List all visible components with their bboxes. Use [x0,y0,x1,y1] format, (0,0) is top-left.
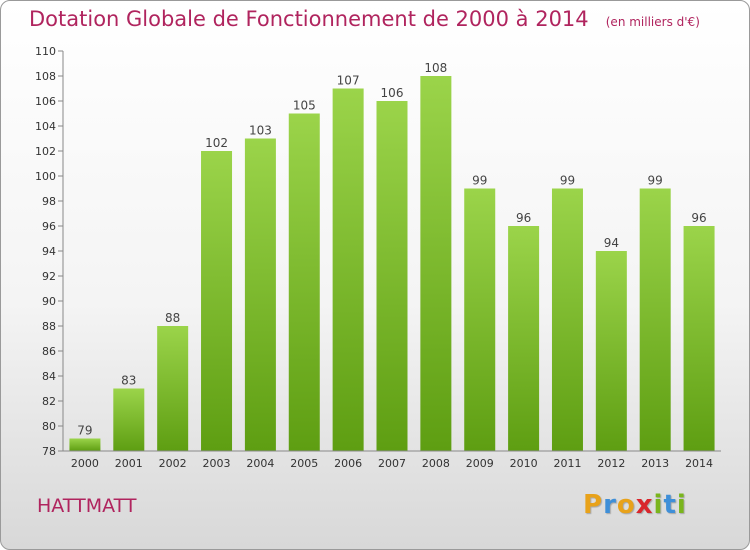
y-tick-label-82: 82 [42,395,56,408]
value-label-2000: 79 [77,424,92,438]
title-row: Dotation Globale de Fonctionnement de 20… [29,7,700,31]
bar-2003 [201,151,233,451]
y-tick-label-104: 104 [35,120,56,133]
bar-2001 [113,388,145,451]
bar-2010 [508,226,540,451]
bar-2004 [244,138,276,451]
x-tick-label-2006: 2006 [334,457,362,470]
x-tick-label-2014: 2014 [685,457,713,470]
axes-layer: 2000 2001 2002 2003 2004 2005 2006 2007 2008 2009… [35,45,721,470]
y-tick-label-98: 98 [42,195,56,208]
value-label-2005: 105 [293,99,316,113]
logo-letter: P [583,490,604,520]
bar-2000 [69,438,101,451]
bar-2007 [376,101,408,451]
x-tick-label-2012: 2012 [597,457,625,470]
logo-letter: i [653,490,664,520]
bar-2013 [639,188,671,451]
x-tick-label-2009: 2009 [466,457,494,470]
unit-note: (en milliers d'€) [605,15,700,29]
bar-2011 [551,188,583,451]
value-label-2001: 83 [121,374,136,388]
chart-title: Dotation Globale de Fonctionnement de 20… [29,7,589,31]
bars-layer: 79 83 88 102 103 105 107 106 108 99 96 99 94 99 96 [69,61,715,451]
y-tick-label-92: 92 [42,270,56,283]
x-tick-label-2013: 2013 [641,457,669,470]
x-tick-label-2008: 2008 [422,457,450,470]
y-tick-label-78: 78 [42,445,56,458]
value-label-2008: 108 [424,61,447,75]
y-tick-label-80: 80 [42,420,56,433]
x-tick-label-2002: 2002 [159,457,187,470]
bar-2009 [464,188,496,451]
x-tick-label-2001: 2001 [115,457,143,470]
value-label-2014: 96 [691,211,706,225]
x-tick-label-2011: 2011 [553,457,581,470]
y-tick-label-102: 102 [35,145,56,158]
value-label-2007: 106 [381,86,404,100]
y-tick-label-100: 100 [35,170,56,183]
y-tick-label-108: 108 [35,70,56,83]
y-tick-label-90: 90 [42,295,56,308]
x-tick-label-2005: 2005 [290,457,318,470]
bar-2008 [420,76,452,451]
value-label-2004: 103 [249,124,272,138]
value-label-2002: 88 [165,311,180,325]
bar-2006 [332,88,364,451]
bar-2005 [288,113,320,451]
logo-letter: i [676,490,687,520]
commune-name: HATTMATT [37,495,137,517]
y-tick-label-110: 110 [35,45,56,58]
logo-letter: x [635,490,654,520]
value-label-2003: 102 [205,136,228,150]
y-tick-label-88: 88 [42,320,56,333]
y-tick-label-84: 84 [42,370,56,383]
x-tick-label-2007: 2007 [378,457,406,470]
value-label-2012: 94 [604,236,619,250]
x-tick-label-2000: 2000 [71,457,99,470]
bar-2014 [683,226,715,451]
y-tick-label-106: 106 [35,95,56,108]
logo-letter: r [603,490,617,520]
proxiti-logo: Proxiti [583,490,687,520]
x-tick-label-2010: 2010 [510,457,538,470]
y-tick-label-94: 94 [42,245,56,258]
x-tick-label-2003: 2003 [203,457,231,470]
x-tick-label-2004: 2004 [246,457,274,470]
bar-2012 [595,251,627,451]
y-tick-label-96: 96 [42,220,56,233]
value-label-2009: 99 [472,174,487,188]
value-label-2006: 107 [337,74,360,88]
logo-letter: o [616,490,636,520]
bar-2002 [157,326,189,451]
value-label-2011: 99 [560,174,575,188]
logo-letter: t [663,490,677,520]
value-label-2013: 99 [648,174,663,188]
value-label-2010: 96 [516,211,531,225]
y-tick-label-86: 86 [42,345,56,358]
